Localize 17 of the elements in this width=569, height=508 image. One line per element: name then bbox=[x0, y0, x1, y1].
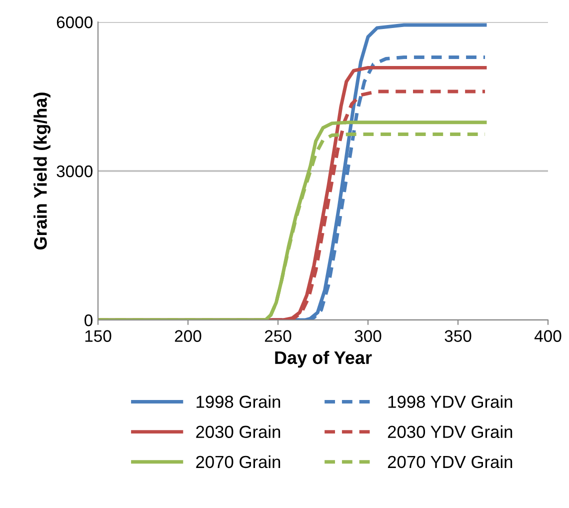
y-tick-label: 3000 bbox=[56, 165, 92, 178]
x-tick-label: 400 bbox=[534, 330, 562, 342]
x-tick-label: 250 bbox=[264, 330, 292, 342]
y-axis-title: Grain Yield (kg/ha) bbox=[34, 92, 51, 250]
x-tick-label: 350 bbox=[444, 330, 472, 342]
legend-label: 2030 YDV Grain bbox=[388, 425, 512, 438]
x-tick-label: 150 bbox=[85, 330, 112, 342]
legend-label: 2070 YDV Grain bbox=[388, 455, 512, 468]
legend-label: 2030 Grain bbox=[196, 425, 280, 438]
legend-label: 2070 Grain bbox=[196, 455, 280, 468]
legend-label: 1998 Grain bbox=[196, 395, 280, 408]
x-axis-title: Day of Year bbox=[275, 350, 372, 368]
legend-label: 1998 YDV Grain bbox=[388, 395, 512, 408]
y-tick-label: 6000 bbox=[56, 16, 92, 28]
y-tick-label: 0 bbox=[84, 314, 92, 326]
x-tick-label: 200 bbox=[174, 330, 202, 342]
x-tick-label: 300 bbox=[354, 330, 382, 342]
